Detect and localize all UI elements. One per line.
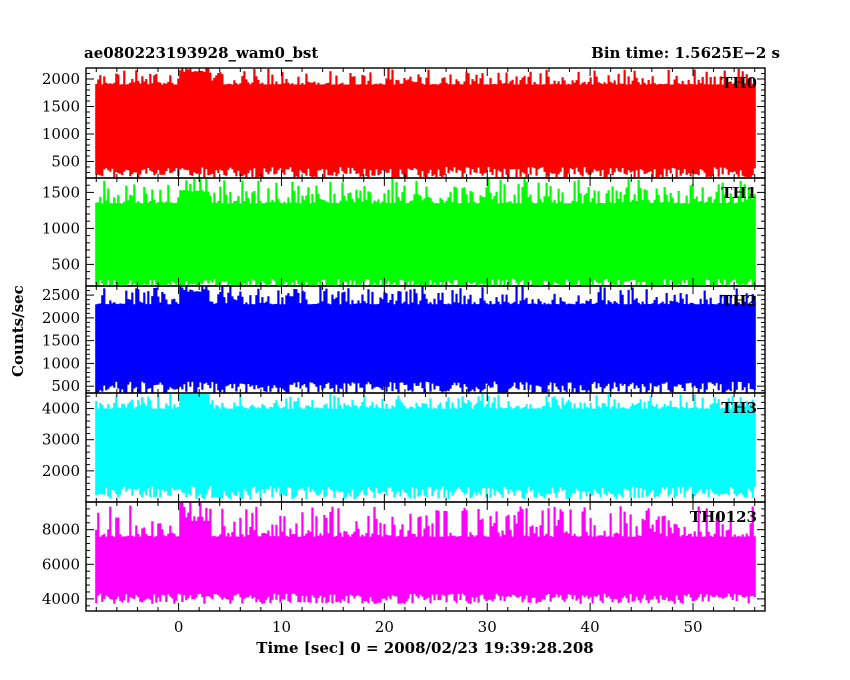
series-band-th1 [96,214,755,277]
series-band-th2 [96,316,755,379]
y-tick-label: 1000 [42,125,80,143]
panel-label-th0123: TH0123 [690,508,757,526]
panel-label-th0: TH0 [721,74,757,92]
y-tick-label: 4000 [42,400,80,418]
series-band-th3 [96,423,755,482]
x-tick-label: 10 [272,618,291,636]
y-tick-label: 500 [51,255,80,273]
y-tick-label: 500 [51,153,80,171]
y-tick-label: 2000 [42,309,80,327]
y-axis-label: Counts/sec [9,285,27,377]
y-tick-label: 2000 [42,70,80,88]
x-tick-label: 0 [174,618,184,636]
y-tick-label: 1000 [42,219,80,237]
y-tick-label: 4000 [42,590,80,608]
series-band-th0123 [96,552,755,587]
y-tick-label: 8000 [42,521,80,539]
x-tick-label: 40 [581,618,600,636]
panel-label-th3: TH3 [721,399,757,417]
y-tick-label: 500 [51,377,80,395]
y-tick-label: 2000 [42,462,80,480]
panel-label-th1: TH1 [721,184,757,202]
y-tick-label: 1500 [42,332,80,350]
panel-label-th2: TH2 [721,292,757,310]
y-tick-label: 3000 [42,431,80,449]
series-band-th0 [96,97,755,165]
x-tick-label: 50 [683,618,702,636]
y-tick-label: 2500 [42,286,80,304]
y-tick-label: 1000 [42,354,80,372]
y-tick-label: 1500 [42,98,80,116]
chart-title: ae080223193928_wam0_bst [84,44,319,62]
y-tick-label: 1500 [42,183,80,201]
bin-time-label: Bin time: 1.5625E−2 s [591,44,780,62]
y-tick-label: 6000 [42,555,80,573]
x-axis-label: Time [sec] 0 = 2008/02/23 19:39:28.208 [256,639,594,657]
x-tick-label: 20 [375,618,394,636]
x-tick-label: 30 [478,618,497,636]
